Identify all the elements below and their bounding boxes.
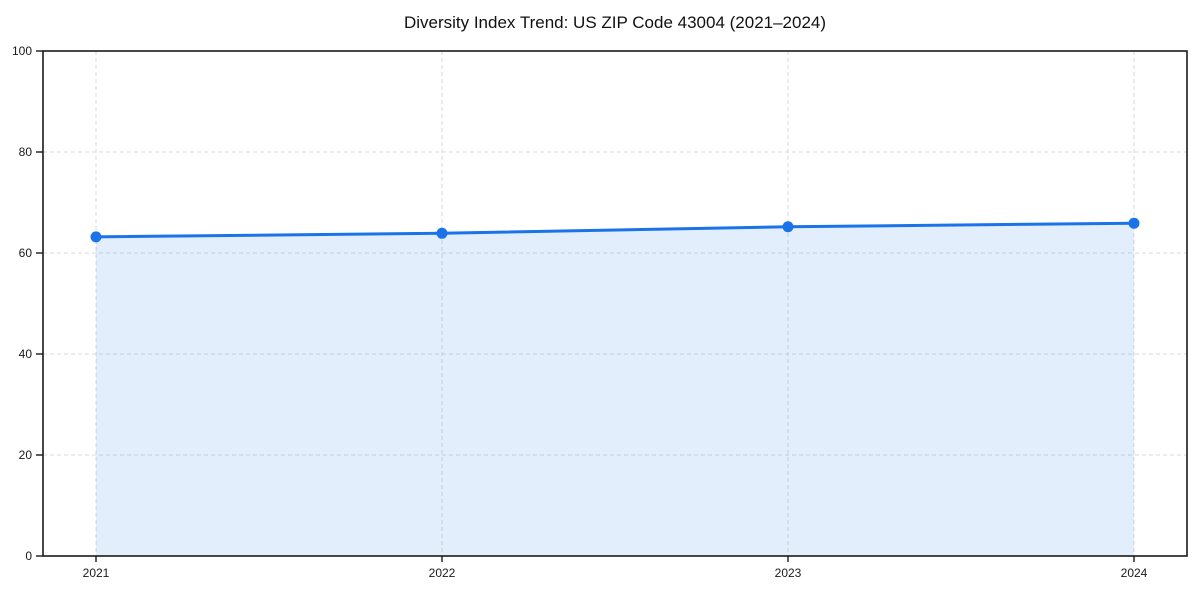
data-point-2024 [1128, 217, 1140, 229]
y-tick-label-80: 80 [19, 145, 33, 159]
x-tick-label-2024: 2024 [1121, 566, 1148, 580]
y-tick-label-100: 100 [12, 44, 32, 58]
y-tick-label-20: 20 [19, 448, 33, 462]
area-fill [96, 223, 1134, 556]
y-tick-label-0: 0 [25, 549, 32, 563]
plot-border [42, 50, 1188, 557]
y-tick-label-60: 60 [19, 246, 33, 260]
y-tick-label-40: 40 [19, 347, 33, 361]
trend-line [94, 221, 1136, 239]
x-tick-label-2021: 2021 [83, 566, 110, 580]
data-point-2021 [90, 231, 102, 243]
data-point-2023 [782, 221, 794, 233]
x-tick-label-2022: 2022 [429, 566, 456, 580]
data-point-2022 [436, 227, 448, 239]
x-tick-label-2023: 2023 [775, 566, 802, 580]
chart-title: Diversity Index Trend: US ZIP Code 43004… [403, 13, 827, 32]
